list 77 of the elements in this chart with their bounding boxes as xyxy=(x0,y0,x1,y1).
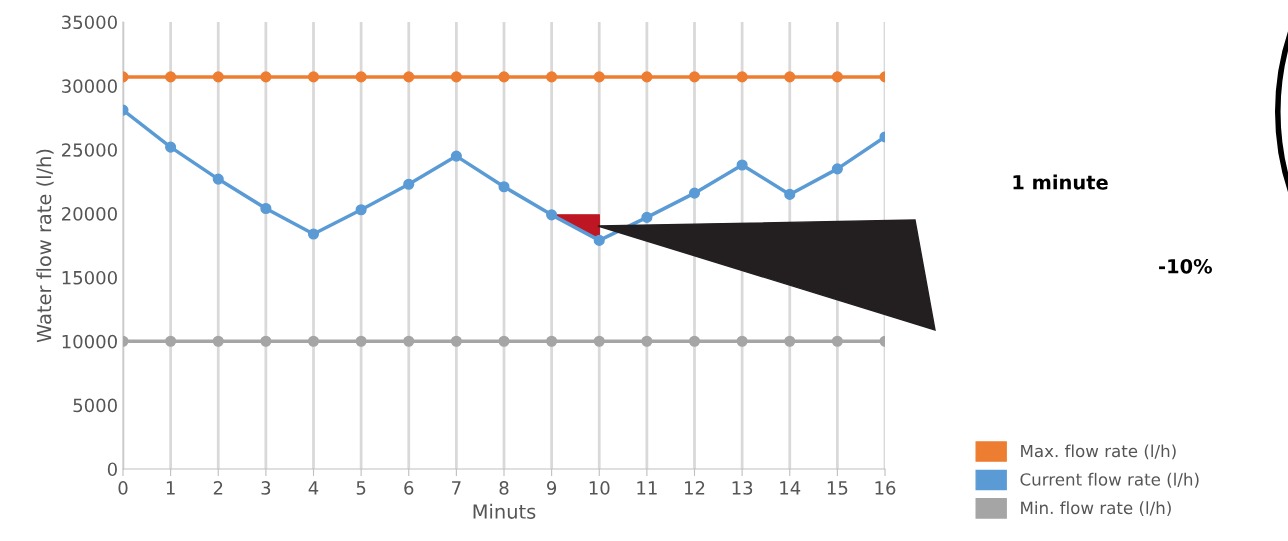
x-tick-label: 7 xyxy=(452,481,461,495)
point xyxy=(546,209,558,221)
legend-label: Max. flow rate (l/h) xyxy=(1021,444,1176,460)
x-tick-label: 13 xyxy=(732,481,753,495)
x-tick-label: 10 xyxy=(589,481,610,495)
point xyxy=(593,71,605,83)
x-tick-label: 6 xyxy=(404,481,414,495)
point xyxy=(355,204,367,216)
point xyxy=(688,71,701,83)
text: 1 minute xyxy=(1013,174,1108,190)
point xyxy=(831,163,843,175)
x-tick-label: 4 xyxy=(308,481,319,495)
point xyxy=(403,178,415,190)
x-tick-label: 2 xyxy=(213,481,223,495)
point xyxy=(498,181,510,193)
point xyxy=(403,335,415,347)
x-axis-title: Minuts xyxy=(473,503,536,519)
point xyxy=(165,141,177,153)
point xyxy=(403,71,415,83)
point xyxy=(736,335,748,347)
point xyxy=(498,71,510,83)
point xyxy=(450,150,462,162)
legend-label: Current flow rate (l/h) xyxy=(1020,472,1199,488)
point xyxy=(546,71,558,83)
point xyxy=(641,71,653,83)
point xyxy=(212,335,224,347)
y-tick-label: 30000 xyxy=(62,79,117,93)
point xyxy=(450,71,462,83)
point xyxy=(736,71,748,83)
point xyxy=(688,187,701,199)
y-tick-label: 5000 xyxy=(73,398,117,413)
point xyxy=(641,335,653,347)
y-tick-label: 0 xyxy=(107,462,117,477)
point xyxy=(165,335,177,347)
point xyxy=(450,335,462,347)
point xyxy=(784,335,796,347)
point xyxy=(593,234,605,246)
x-tick-label: 15 xyxy=(827,481,848,495)
point xyxy=(307,71,320,83)
y-axis-title: Water flow rate (l/h) xyxy=(36,149,54,343)
x-tick-label: 1 xyxy=(166,481,175,495)
point xyxy=(165,71,177,83)
point xyxy=(688,335,701,347)
legend-label: Min. flow rate (l/h) xyxy=(1021,501,1171,517)
x-tick-label: 8 xyxy=(499,481,509,495)
point xyxy=(260,335,272,347)
point xyxy=(831,71,843,83)
point xyxy=(355,71,367,83)
point xyxy=(498,335,510,347)
y-tick-label: 25000 xyxy=(62,143,117,157)
x-tick-label: 11 xyxy=(637,481,657,495)
point xyxy=(212,173,224,185)
point xyxy=(831,335,843,347)
point xyxy=(355,335,367,347)
y-tick-label: 15000 xyxy=(62,270,117,285)
y-tick-label: 35000 xyxy=(62,15,117,30)
point xyxy=(260,202,272,215)
point xyxy=(546,335,558,347)
y-tick-label: 10000 xyxy=(62,334,117,349)
x-tick-label: 0 xyxy=(118,481,128,495)
point xyxy=(641,211,653,223)
point xyxy=(260,71,272,83)
x-tick-label: 16 xyxy=(875,481,896,495)
x-tick-label: 3 xyxy=(261,481,271,495)
point xyxy=(307,335,320,347)
x-tick-label: 14 xyxy=(780,481,801,495)
y-tick-label: 20000 xyxy=(62,207,117,221)
x-tick-label: 5 xyxy=(356,481,366,495)
x-tick-label: 12 xyxy=(685,481,705,495)
point xyxy=(784,71,796,83)
point xyxy=(784,188,796,200)
text: -10% xyxy=(1159,258,1212,274)
point xyxy=(212,71,224,83)
point xyxy=(593,335,605,347)
point xyxy=(307,228,320,240)
point xyxy=(736,159,748,171)
x-tick-label: 9 xyxy=(547,481,557,495)
